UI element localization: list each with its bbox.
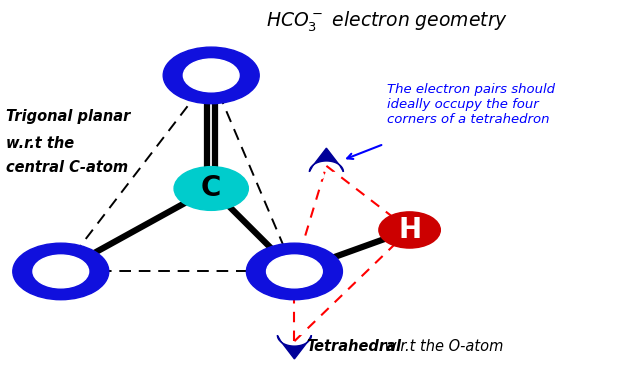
Text: Trigonal planar: Trigonal planar (6, 109, 131, 124)
Circle shape (163, 47, 259, 104)
Circle shape (314, 173, 324, 179)
Text: The electron pairs should
ideally occupy the four
corners of a tetrahedron: The electron pairs should ideally occupy… (387, 83, 556, 126)
Circle shape (282, 328, 292, 334)
Circle shape (13, 243, 109, 300)
Text: O: O (282, 257, 307, 286)
Text: C: C (201, 175, 221, 202)
Text: w.r.t the O-atom: w.r.t the O-atom (380, 339, 503, 354)
Circle shape (379, 212, 440, 248)
Circle shape (184, 59, 239, 92)
Polygon shape (309, 148, 344, 172)
Polygon shape (277, 335, 312, 359)
Circle shape (33, 255, 88, 288)
Text: O: O (198, 61, 224, 90)
Circle shape (296, 328, 307, 334)
Text: Tetrahedral: Tetrahedral (306, 339, 401, 354)
Text: central C-atom: central C-atom (6, 160, 129, 175)
Circle shape (328, 173, 339, 179)
Text: $\mathbf{\it{HCO_3^-}}$ $\mathbf{\it{electron\ geometry}}$: $\mathbf{\it{HCO_3^-}}$ $\mathbf{\it{ele… (266, 9, 508, 34)
Circle shape (174, 167, 248, 210)
Text: H: H (398, 216, 421, 244)
Text: w.r.t the: w.r.t the (6, 136, 74, 151)
Text: O: O (48, 257, 74, 286)
Circle shape (246, 243, 342, 300)
Circle shape (267, 255, 323, 288)
